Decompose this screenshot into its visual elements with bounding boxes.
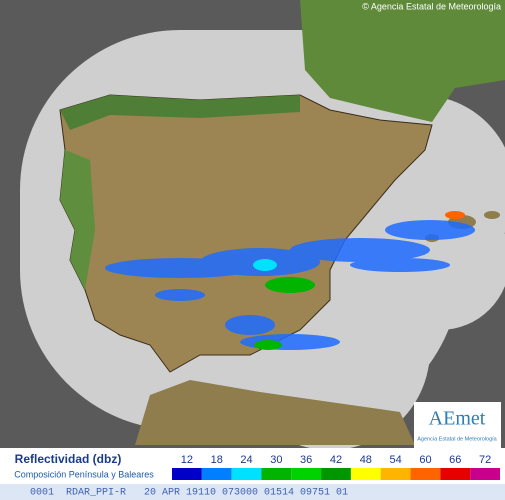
legend-title: Reflectividad (dbz) [15, 452, 122, 466]
legend-value: 18 [211, 454, 223, 466]
copyright: © Agencia Estatal de Meteorología [362, 1, 501, 11]
africa-land [135, 380, 415, 445]
legend-swatch [440, 468, 471, 480]
legend-value: 30 [270, 454, 282, 466]
radar-echoes [105, 220, 475, 350]
footer-code: 0001 RDAR_PPI-R 20 APR 19110 073000 0151… [30, 488, 348, 499]
footer-bar [0, 484, 505, 500]
legend-value: 24 [240, 454, 252, 466]
legend-value: 42 [330, 454, 342, 466]
logo-brand: AEmet [429, 408, 486, 430]
legend-value: 48 [360, 454, 372, 466]
legend-value: 36 [300, 454, 312, 466]
legend-swatch [321, 468, 351, 480]
france-land [300, 0, 505, 122]
legend-value: 12 [181, 454, 193, 466]
legend-scale: 12 18 24 30 36 42 48 54 60 66 72 [172, 454, 500, 480]
legend-swatch [410, 468, 441, 480]
legend-swatch [231, 468, 262, 480]
legend-value: 72 [479, 454, 491, 466]
legend-value: 54 [390, 454, 402, 466]
legend-swatch [172, 468, 202, 480]
legend-swatch [350, 468, 381, 480]
logo-subtitle: Agencia Estatal de Meteorología [417, 436, 497, 442]
radar-echoes-strong [253, 211, 465, 350]
legend-value: 66 [449, 454, 461, 466]
legend-subtitle: Composición Península y Baleares [14, 469, 154, 479]
legend-value: 60 [419, 454, 431, 466]
north-coast-green [60, 95, 300, 130]
legend-swatch [470, 468, 500, 480]
logo-box [414, 402, 501, 448]
legend-swatch [291, 468, 322, 480]
portugal-green [60, 150, 95, 290]
legend-swatch [201, 468, 232, 480]
legend-swatch [380, 468, 411, 480]
legend-swatch [261, 468, 292, 480]
